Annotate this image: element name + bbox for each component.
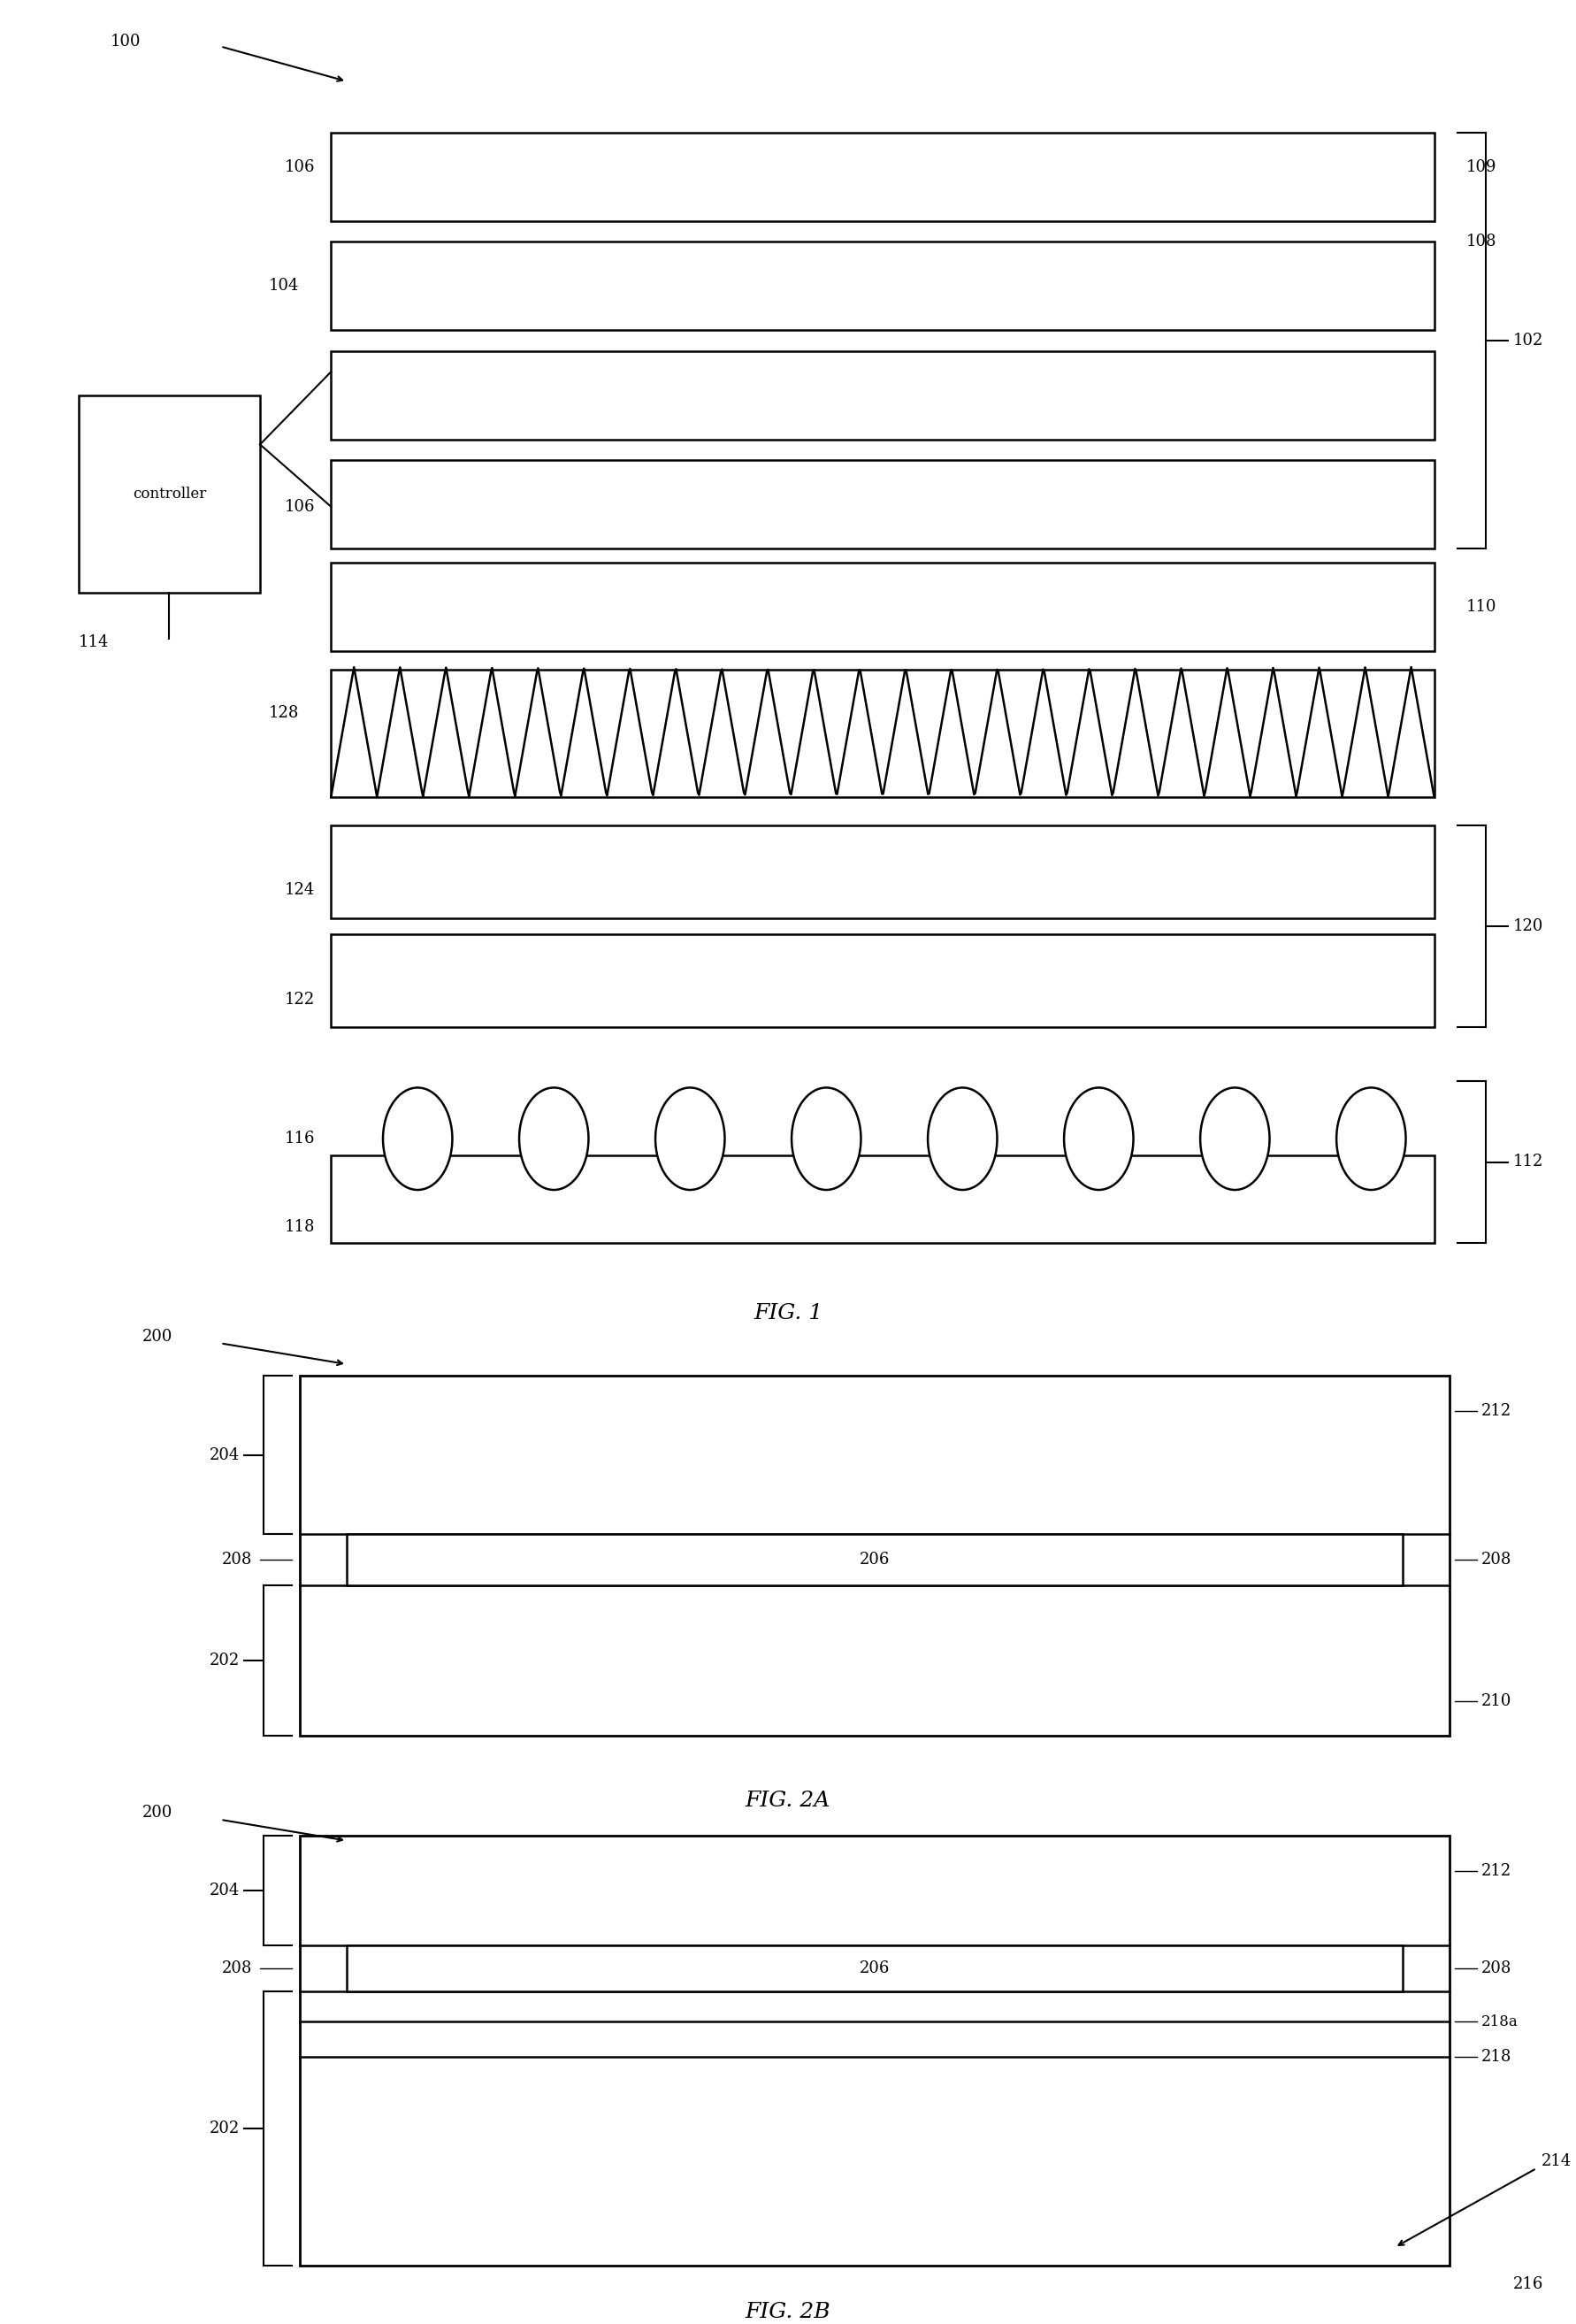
Text: 128: 128 — [269, 706, 299, 720]
Bar — [331, 460, 1434, 548]
Bar — [331, 132, 1434, 221]
Text: 218a: 218a — [1481, 2015, 1518, 2029]
Text: 218: 218 — [1481, 2050, 1511, 2064]
Text: 100: 100 — [110, 35, 140, 49]
Text: 208: 208 — [1481, 1552, 1511, 1566]
Text: 200: 200 — [142, 1806, 172, 1820]
Bar — [331, 562, 1434, 651]
Circle shape — [656, 1088, 725, 1190]
Text: 206: 206 — [859, 1961, 890, 1975]
Text: 109: 109 — [1466, 160, 1496, 174]
Bar — [331, 242, 1434, 330]
Text: 102: 102 — [1513, 332, 1543, 349]
Text: FIG. 1: FIG. 1 — [753, 1304, 823, 1322]
Text: 106: 106 — [285, 500, 315, 514]
Circle shape — [928, 1088, 998, 1190]
Bar — [331, 825, 1434, 918]
Text: 208: 208 — [222, 1961, 252, 1975]
Text: 210: 210 — [1481, 1694, 1511, 1708]
Text: 118: 118 — [285, 1220, 315, 1234]
Text: 116: 116 — [285, 1132, 315, 1146]
Text: 122: 122 — [285, 992, 315, 1006]
Text: 120: 120 — [1513, 918, 1543, 934]
Text: 208: 208 — [222, 1552, 252, 1566]
Text: 204: 204 — [210, 1448, 240, 1462]
Bar — [331, 934, 1434, 1027]
Text: 200: 200 — [142, 1329, 172, 1343]
Bar — [347, 1534, 1403, 1585]
Text: 114: 114 — [79, 634, 109, 651]
Bar — [347, 1945, 1403, 1992]
Text: controller: controller — [132, 486, 206, 502]
Text: 214: 214 — [1541, 2154, 1571, 2168]
Text: 112: 112 — [1513, 1155, 1543, 1169]
Bar — [299, 1836, 1450, 2266]
Bar — [331, 351, 1434, 439]
Text: FIG. 2A: FIG. 2A — [745, 1792, 831, 1810]
Text: 208: 208 — [1481, 1961, 1511, 1975]
Text: 204: 204 — [210, 1882, 240, 1899]
Bar — [331, 1155, 1434, 1243]
Text: 110: 110 — [1466, 600, 1496, 614]
Circle shape — [519, 1088, 588, 1190]
Text: 108: 108 — [1466, 235, 1496, 249]
Text: 104: 104 — [269, 279, 299, 293]
Circle shape — [383, 1088, 452, 1190]
Circle shape — [791, 1088, 860, 1190]
Text: 212: 212 — [1481, 1404, 1511, 1418]
Text: 212: 212 — [1481, 1864, 1511, 1878]
Text: 202: 202 — [210, 1652, 240, 1669]
Text: 124: 124 — [285, 883, 315, 897]
Circle shape — [1201, 1088, 1270, 1190]
Text: 106: 106 — [285, 160, 315, 174]
Circle shape — [1336, 1088, 1406, 1190]
Text: 202: 202 — [210, 2122, 240, 2136]
Circle shape — [1064, 1088, 1133, 1190]
Text: 206: 206 — [859, 1552, 890, 1566]
Text: 216: 216 — [1513, 2278, 1543, 2291]
Bar — [331, 669, 1434, 797]
Text: FIG. 2B: FIG. 2B — [745, 2303, 831, 2322]
Bar — [299, 1376, 1450, 1736]
Bar — [79, 395, 260, 593]
